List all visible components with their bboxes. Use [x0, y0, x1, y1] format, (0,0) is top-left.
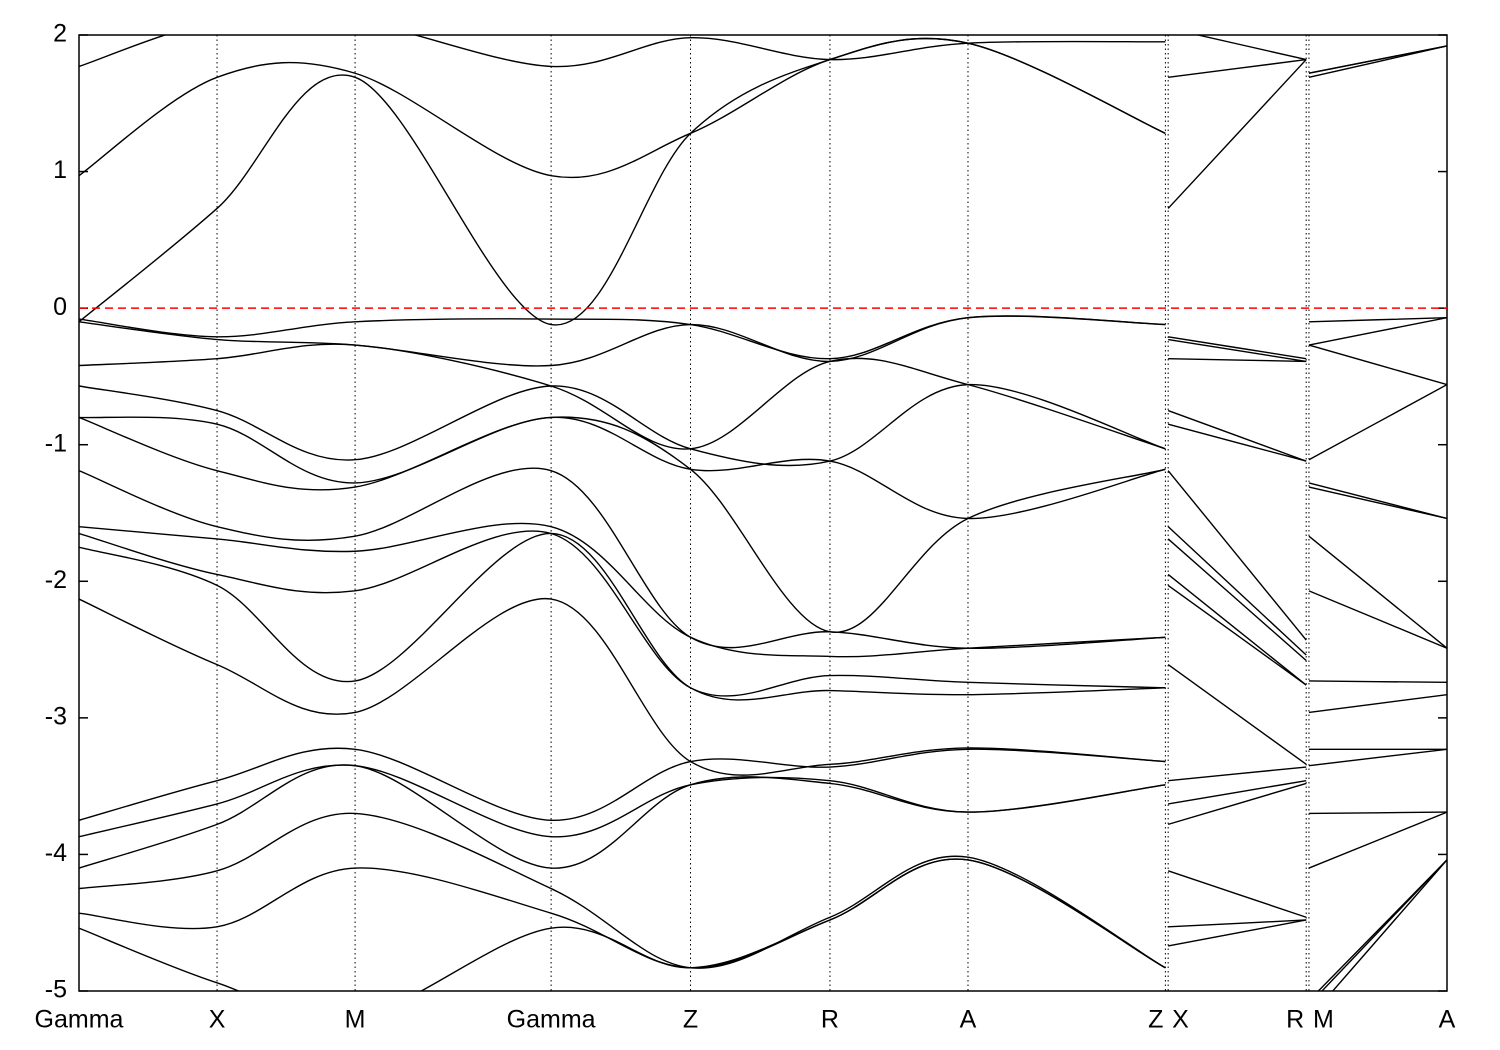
y-tick-label: 2 [53, 20, 67, 48]
x-tick-label: R [1286, 1006, 1304, 1034]
band-line [79, 764, 1447, 869]
x-tick-label: A [960, 1006, 977, 1034]
x-tick-label: X [1172, 1006, 1189, 1034]
plot-area [79, 35, 1447, 991]
band-line [79, 343, 1447, 450]
y-tick-label: -2 [45, 566, 67, 594]
band-line [79, 383, 1447, 467]
band-line [79, 598, 1447, 776]
band-line [79, 315, 1447, 367]
x-tick-label: A [1439, 1006, 1456, 1034]
x-tick-label: Z [683, 1006, 698, 1034]
band-line [79, 416, 1447, 520]
band-line [79, 416, 1447, 641]
band-line [79, 812, 1447, 991]
x-tick-label: Z [1148, 1006, 1163, 1034]
band-line [79, 532, 1447, 714]
y-tick-label: 0 [53, 293, 67, 321]
y-tick-label: -3 [45, 702, 67, 730]
y-tick-label: 1 [53, 156, 67, 184]
band-line [79, 522, 1447, 662]
x-tick-label: R [821, 1006, 839, 1034]
band-line [79, 530, 1447, 697]
x-tick-label: Gamma [35, 1006, 124, 1034]
x-tick-label: Gamma [507, 1006, 596, 1034]
plot-frame [78, 34, 1448, 992]
y-tick-label: -1 [45, 429, 67, 457]
x-tick-label: M [1313, 1006, 1334, 1034]
y-tick-label: -4 [45, 839, 67, 867]
band-line [79, 35, 1447, 74]
y-tick-label: -5 [45, 976, 67, 1004]
band-line [79, 764, 1447, 838]
x-tick-label: X [209, 1006, 226, 1034]
x-tick-label: M [345, 1006, 366, 1034]
band-line [79, 37, 1447, 179]
band-line [79, 747, 1447, 821]
band-line [79, 315, 1447, 360]
band-line [79, 858, 1447, 991]
band-line [79, 37, 1447, 326]
